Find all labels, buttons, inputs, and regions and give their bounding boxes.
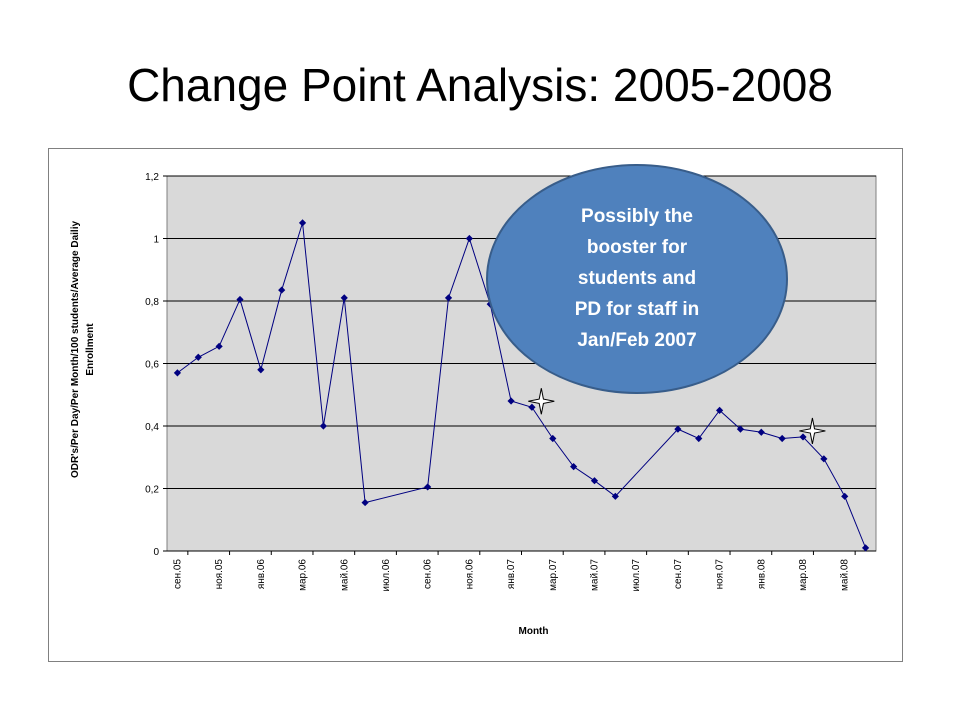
change-point-markers xyxy=(528,388,826,445)
data-point-marker xyxy=(278,286,286,294)
data-point-marker xyxy=(799,433,807,441)
change-point-star xyxy=(799,417,826,445)
callout-text-line: booster for xyxy=(587,237,688,258)
data-point-marker xyxy=(319,422,327,430)
data-point-marker xyxy=(674,425,682,433)
callout-text-line: PD for staff in xyxy=(575,299,700,320)
y-axis-title-line: Enrollment xyxy=(85,323,96,376)
data-point-marker xyxy=(215,342,223,350)
data-point-marker xyxy=(361,498,369,507)
data-point-marker xyxy=(194,353,202,361)
x-tick-label: ноя.05 xyxy=(214,559,225,590)
data-point-marker xyxy=(465,234,473,243)
callout-text-line: Possibly the xyxy=(581,206,693,227)
y-axis-title-line: ODR's/Per Day/Per Month/100 students/Ave… xyxy=(70,221,81,479)
data-point-marker xyxy=(736,425,745,433)
data-point-marker xyxy=(695,434,703,443)
x-axis-ticks: сен.05 ноя.05 янв.06 мар.06 май.06 июл.06 сен.… xyxy=(172,551,856,592)
data-point-marker xyxy=(841,492,849,500)
data-point-marker xyxy=(778,434,786,443)
x-tick-label: сен.07 xyxy=(673,559,684,589)
data-point-marker xyxy=(611,492,619,500)
data-point-marker xyxy=(549,434,557,443)
y-tick-label: 1 xyxy=(153,235,159,246)
data-point-marker xyxy=(528,403,536,411)
y-tick-label: 1,2 xyxy=(145,172,159,183)
callout-ellipse xyxy=(486,164,788,394)
x-tick-label: мар.06 xyxy=(298,559,309,591)
x-axis-title: Month xyxy=(519,626,549,637)
x-tick-label: ноя.06 xyxy=(464,559,475,590)
x-tick-label: июл.06 xyxy=(381,559,392,592)
y-tick-label: 0,2 xyxy=(145,485,159,496)
y-tick-label: 0,6 xyxy=(145,360,159,371)
x-tick-label: май.06 xyxy=(339,559,350,591)
x-tick-label: июл.07 xyxy=(631,559,642,592)
y-tick-label: 0,8 xyxy=(145,297,159,308)
data-point-marker xyxy=(236,295,244,304)
x-tick-label: сен.05 xyxy=(172,559,183,589)
data-point-marker xyxy=(570,463,578,471)
data-point-marker xyxy=(590,477,599,485)
data-point-marker xyxy=(716,406,724,414)
y-axis-title: ODR's/Per Day/Per Month/100 students/Ave… xyxy=(70,221,96,479)
x-tick-label: ноя.07 xyxy=(715,559,726,590)
x-tick-label: мар.08 xyxy=(798,559,809,591)
data-point-marker xyxy=(507,397,515,405)
callout-text-line: students and xyxy=(578,268,696,289)
data-point-marker xyxy=(173,369,182,377)
data-point-marker xyxy=(444,294,453,302)
chart-frame: 0 0,2 0,4 0,6 0,8 1 1,2 сен.05 ноя.05 янв.06 мар.… xyxy=(48,148,903,662)
data-point-marker xyxy=(257,366,265,374)
data-point-marker xyxy=(298,219,307,227)
y-tick-label: 0,4 xyxy=(145,422,159,433)
x-tick-label: янв.07 xyxy=(506,559,517,590)
change-point-star xyxy=(528,388,555,415)
x-tick-label: май.08 xyxy=(840,559,851,591)
series-line xyxy=(173,219,870,552)
x-tick-label: мар.07 xyxy=(548,559,559,591)
data-point-marker xyxy=(757,428,765,436)
slide-title: Change Point Analysis: 2005-2008 xyxy=(127,59,833,111)
y-axis-ticks: 0 0,2 0,4 0,6 0,8 1 1,2 xyxy=(145,172,167,558)
x-tick-label: янв.08 xyxy=(756,559,767,590)
data-point-marker xyxy=(340,294,348,302)
data-point-marker xyxy=(424,483,432,491)
x-tick-label: сен.06 xyxy=(423,559,434,589)
data-point-marker xyxy=(861,544,870,552)
series-polyline xyxy=(177,222,867,549)
x-tick-label: янв.06 xyxy=(256,559,267,590)
line-chart: 0 0,2 0,4 0,6 0,8 1 1,2 сен.05 ноя.05 янв.06 мар.… xyxy=(70,164,877,637)
data-point-marker xyxy=(820,455,828,463)
y-tick-label: 0 xyxy=(153,547,159,558)
callout-text-line: Jan/Feb 2007 xyxy=(577,330,696,351)
callout-bubble: Possibly the booster for students and PD fo… xyxy=(486,164,788,394)
x-tick-label: май.07 xyxy=(589,559,600,591)
